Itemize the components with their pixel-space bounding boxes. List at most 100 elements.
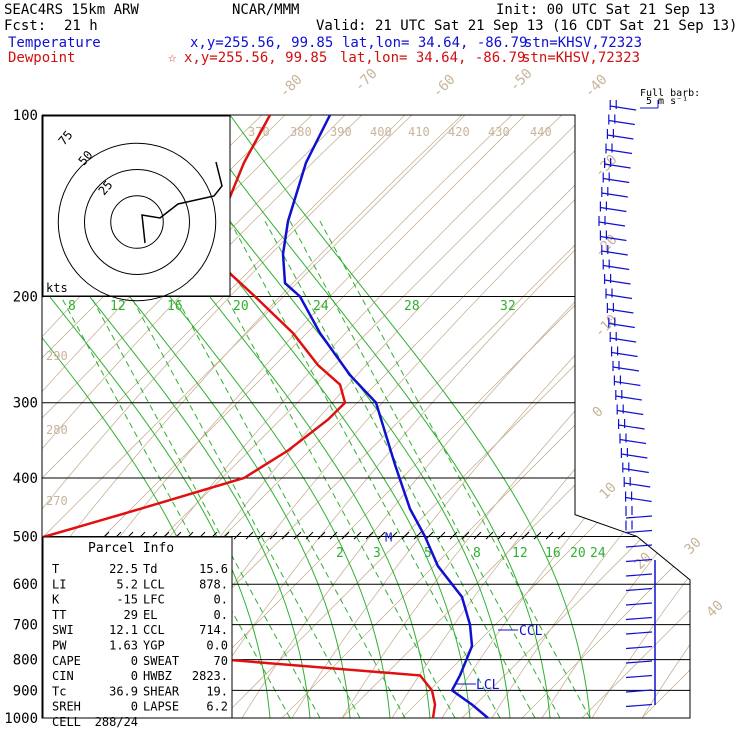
isotherm-label: -80 [277,72,306,101]
hatch-tick [413,531,422,540]
hatch-tick [269,531,278,540]
wind-barb [608,322,635,329]
hatch-tick [305,531,314,540]
hatch-tick [389,531,398,540]
temperature-label: Temperature [8,35,101,51]
wind-barb [615,395,642,401]
dry-adiabat-line [0,115,12,718]
parcel-param-name: LFC [143,593,165,607]
hatch-tick [341,531,350,540]
isotherm-line [641,115,690,718]
theta-label: 400 [370,125,392,139]
wind-barb [625,703,653,708]
hatch-tick [545,531,554,540]
mixing-ratio-line [319,220,591,718]
wind-barb [625,496,652,503]
wind-barb [618,424,645,430]
parcel-param-name: LAPSE [143,700,179,714]
pressure-tick-label: 500 [13,529,38,545]
wind-barb [625,558,653,563]
isotherm-line [521,115,690,718]
parcel-info-title: Parcel Info [88,541,174,556]
hatch-tick [473,531,482,540]
mixing-ratio-line [184,220,456,718]
parcel-param-name: CCL [143,623,165,637]
wind-barb [600,235,627,242]
parcel-param-value: 288/24 [95,715,138,729]
wind-barb [603,264,630,271]
wind-barb [608,119,635,126]
isotherm-line [702,115,740,718]
isotherm-line [42,115,466,718]
parcel-param-name: LI [52,577,66,591]
parcel-param-name: SWEAT [143,654,179,668]
theta-label: 380 [290,125,312,139]
parcel-param-name: CELL [52,715,81,729]
hatch-tick [509,531,518,540]
hatch-tick [377,531,386,540]
mixing-ratio-label: 3 [373,546,381,561]
wind-barb [625,544,653,548]
dewpoint-star-icon: ☆ [168,50,177,66]
dry-adiabat-line [241,115,690,718]
pressure-tick-label: 100 [13,108,38,124]
wind-barb [625,660,653,664]
hatch-tick [293,531,302,540]
hodograph-box [42,115,231,297]
wind-barb [607,134,634,140]
isotherm-line [221,115,690,718]
mixing-ratio-line [134,220,406,718]
pressure-tick-label: 600 [13,577,38,593]
isotherm-label: 0 [590,404,607,421]
dewpoint-station: stn=KHSV,72323 [522,50,641,66]
parcel-param-value: -15 [116,593,138,607]
hodograph-ring [84,169,190,275]
parcel-param-name: EL [143,608,157,622]
wind-barb [605,148,633,155]
pressure-tick-label: 400 [13,471,38,487]
mixing-ratio-label: 8 [473,546,481,561]
theta-label: 430 [488,125,510,139]
mixing-ratio-line [264,220,536,718]
hatch-tick [329,531,338,540]
hatch-tick [245,531,254,540]
isotherm-line [461,115,690,718]
parcel-param-value: 2823. [192,669,228,683]
mixing-ratio-line [289,220,561,718]
wind-barb [625,587,653,592]
pressure-tick-label: 300 [13,396,38,412]
wind-barb [624,482,651,488]
model-name: SEAC4RS 15km ARW [4,2,139,18]
theta-label: 420 [448,125,470,139]
parcel-param-value: 878. [199,577,228,591]
parcel-param-value: 0. [214,593,228,607]
mixing-ratio-label: 20 [570,546,586,561]
valid-time: Valid: 21 UTC Sat 21 Sep 13 (16 CDT Sat … [316,18,738,34]
wind-barb [610,337,637,343]
pressure-tick-label: 900 [13,683,38,699]
wind-barb [622,467,649,474]
mixing-ratio-label: 28 [404,299,420,314]
parcel-param-value: 12.1 [109,623,138,637]
wind-barb [625,515,653,519]
hatch-tick [533,531,542,540]
parcel-param-name: SREH [52,700,81,714]
parcel-param-name: SHEAR [143,684,180,698]
parcel-param-value: 36.9 [109,684,138,698]
annotation-m-label: M [385,530,392,544]
parcel-param-value: 714. [199,623,228,637]
wind-barb [625,645,653,650]
parcel-param-value: 29 [124,608,138,622]
isotherm-label: 10 [597,480,620,503]
hodograph-ring [110,195,164,249]
wind-barb [625,631,653,635]
pressure-tick-label: 1000 [4,711,38,727]
wind-barb [625,602,653,606]
theta-label: 270 [46,494,68,508]
wind-barb [625,689,653,693]
wind-barb [611,351,638,358]
parcel-param-value: 5.2 [116,577,138,591]
hatch-tick [557,531,566,540]
isotherm-line [42,115,346,718]
dry-adiabat-line [491,115,690,718]
